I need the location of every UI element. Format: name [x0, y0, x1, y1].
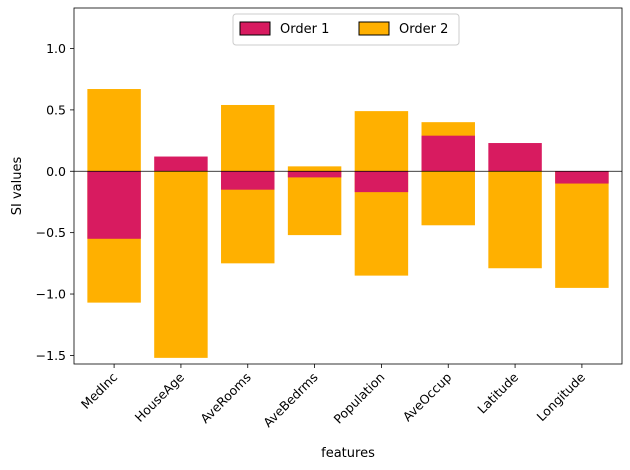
y-tick-label: 0.0	[46, 164, 66, 179]
legend: Order 1 Order 2	[232, 13, 460, 46]
bar-order-1-longitude	[555, 171, 609, 184]
bars-layer	[87, 89, 609, 358]
x-axis-label: features	[321, 446, 375, 461]
legend-box	[232, 13, 460, 46]
bar-order-2-longitude	[555, 171, 609, 288]
y-tick-label: 1.0	[46, 41, 66, 56]
bar-order-1-houseage	[154, 156, 208, 172]
legend-label-order-1: Order 1	[280, 22, 329, 37]
bar-order-2-population	[354, 111, 409, 276]
bar-order-1-latitude	[488, 143, 542, 172]
y-tick-label: 0.5	[46, 102, 66, 117]
bar-order-2-latitude	[488, 171, 542, 269]
bar-order-2-avebedrms	[287, 166, 342, 236]
bar-order-1-avebedrms	[287, 171, 342, 178]
bar-order-2-houseage	[154, 171, 208, 358]
bar-order-1-medinc	[87, 171, 141, 239]
y-tick-label: −0.5	[36, 225, 66, 240]
bar-order-1-population	[354, 171, 409, 193]
y-tick-label: −1.0	[36, 287, 66, 302]
y-tick-label: −1.5	[36, 348, 66, 363]
bar-order-1-averooms	[221, 171, 275, 190]
bar-order-1-aveoccup	[421, 135, 475, 172]
legend-swatch-order-2	[358, 21, 390, 36]
plot-frame	[73, 7, 623, 365]
y-axis-ticks: 1.0 0.5 0.0 −0.5 −1.0 −1.5	[36, 41, 74, 363]
legend-label-order-2: Order 2	[399, 22, 448, 37]
y-axis-label: SI values	[10, 157, 25, 216]
legend-swatch-order-1	[239, 21, 271, 36]
